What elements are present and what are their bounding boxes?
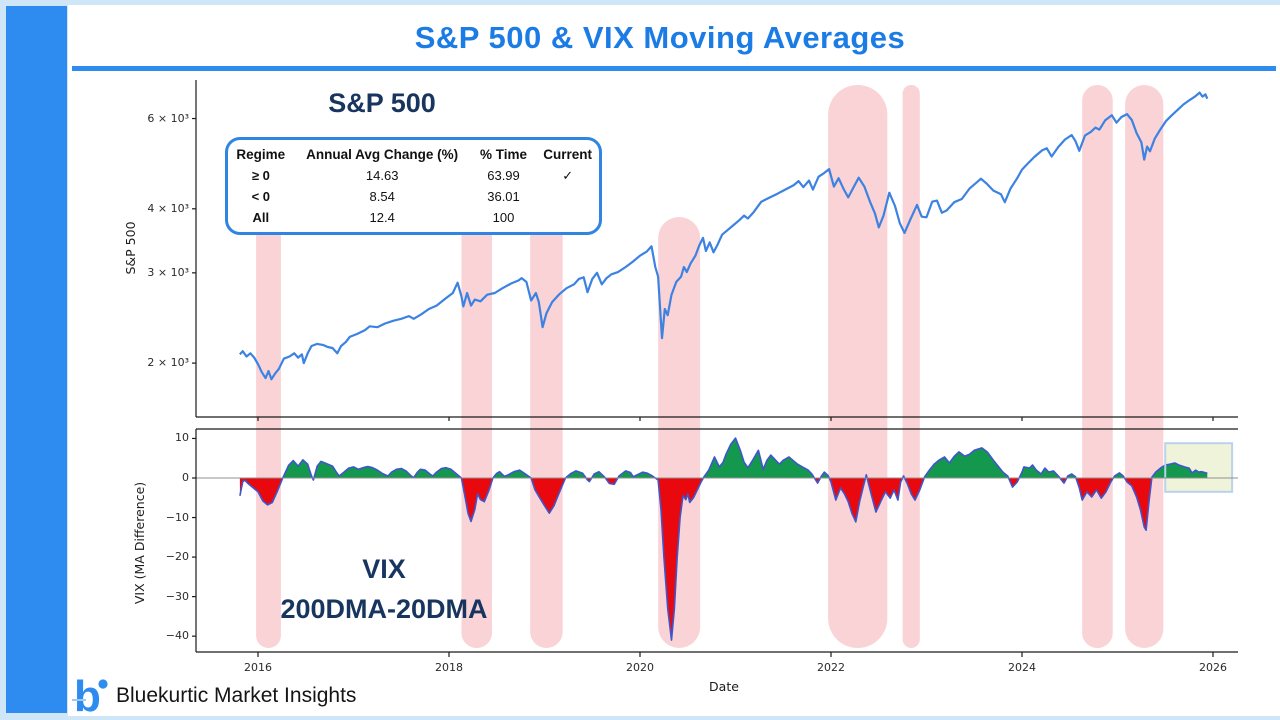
sp500-y-axis-label: S&P 500: [123, 221, 138, 275]
table-cell: 14.63: [365, 168, 399, 184]
vix-y-tick--40: −40: [165, 629, 189, 643]
table-header-cell: Annual Avg Change (%): [306, 146, 459, 162]
crisis-band-1: [461, 212, 492, 648]
table-header-cell: Current: [543, 146, 593, 162]
x-tick-2024: 2024: [1008, 661, 1036, 674]
table-cell: 63.99: [487, 168, 520, 184]
sp500-y-tick-4000: 4 × 10³: [147, 201, 189, 215]
table-header-cell: % Time: [479, 146, 528, 162]
brand-logo: b Bluekurtic Market Insights: [72, 674, 356, 718]
x-tick-2022: 2022: [817, 661, 845, 674]
crisis-band-3: [658, 217, 701, 648]
sp500-panel-label: S&P 500: [328, 88, 436, 118]
vix-y-tick-0: 0: [182, 471, 189, 484]
table-header-cell: Regime: [236, 146, 286, 162]
regime-stats-table: Regime Annual Avg Change (%) % Time Current…: [225, 137, 602, 235]
table-cell: 36.01: [487, 189, 520, 205]
crisis-band-5: [902, 85, 920, 648]
sp500-price-line: [239, 91, 1209, 381]
vix-diff-line: [239, 437, 1208, 641]
vix-panel-label-line2: 200DMA-20DMA: [280, 594, 488, 624]
crisis-band-0: [256, 212, 281, 648]
table-row-0: ≥ 0 14.63 63.99 ✓: [228, 168, 599, 184]
page-title: S&P 500 & VIX Moving Averages: [414, 20, 906, 55]
vix-y-tick--10: −10: [165, 510, 189, 524]
sp500-y-tick-2000: 2 × 10³: [147, 356, 189, 370]
table-row-1: < 0 8.54 36.01: [228, 189, 599, 204]
logo-text: Bluekurtic Market Insights: [116, 684, 357, 707]
x-tick-2016: 2016: [244, 661, 272, 674]
table-header-row: Regime Annual Avg Change (%) % Time Current: [228, 147, 599, 162]
vix-y-tick-10: 10: [175, 431, 189, 445]
x-tick-2020: 2020: [626, 661, 654, 674]
table-cell: 12.4: [369, 210, 395, 226]
table-cell: ≥ 0: [251, 168, 270, 184]
crisis-band-7: [1125, 85, 1164, 648]
table-cell: 8.54: [369, 189, 395, 205]
logo-b-icon: b: [72, 674, 108, 718]
crisis-band-4: [828, 85, 888, 648]
sp500-y-tick-6000: 6 × 10³: [147, 111, 189, 125]
table-cell: All: [252, 210, 270, 226]
vix-panel-label-line1: VIX: [362, 554, 406, 584]
current-checkmark: ✓: [562, 167, 574, 183]
sp500-y-tick-3000: 3 × 10³: [147, 265, 189, 279]
table-cell: 100: [492, 210, 515, 226]
table-cell: < 0: [251, 189, 271, 205]
crisis-band-6: [1082, 85, 1113, 648]
x-tick-2026: 2026: [1199, 661, 1227, 674]
svg-text:b: b: [74, 674, 101, 718]
left-accent-bar: [6, 6, 67, 713]
vix-y-tick--20: −20: [165, 550, 189, 564]
table-row-2: All 12.4 100: [228, 210, 599, 225]
x-axis-label: Date: [709, 679, 739, 694]
vix-y-tick--30: −30: [165, 589, 189, 603]
title-underline: [72, 66, 1276, 71]
highlight-box-border: [1164, 442, 1234, 493]
x-tick-2018: 2018: [435, 661, 463, 674]
crisis-band-2: [530, 212, 563, 648]
vix-positive-area: [239, 438, 1208, 478]
